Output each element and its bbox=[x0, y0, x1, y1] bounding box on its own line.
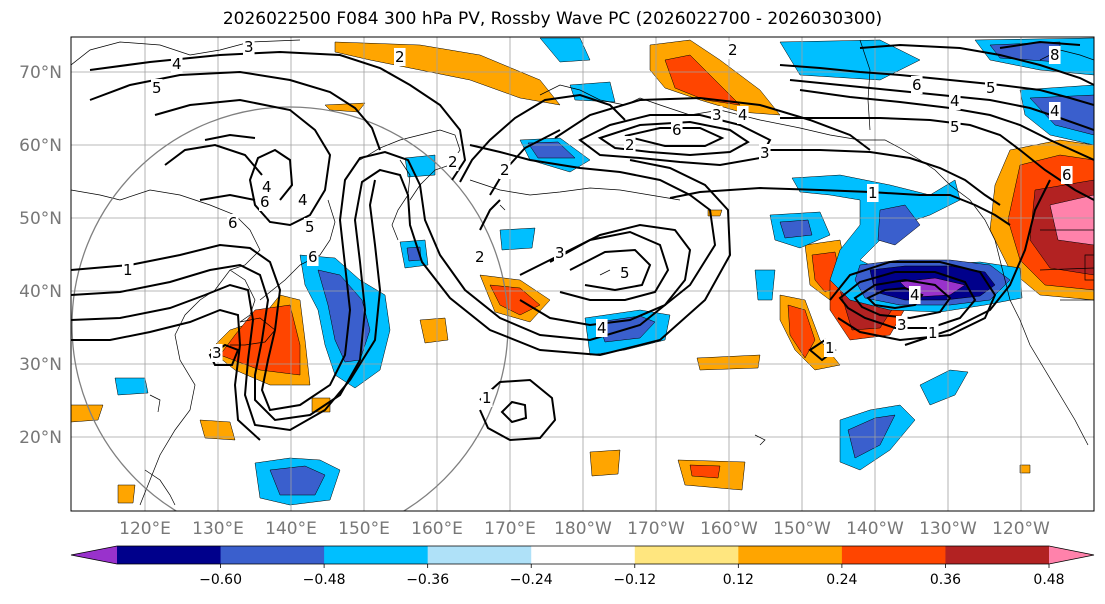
colorbar-tick-label: −0.12 bbox=[613, 572, 656, 588]
colorbar-extend-high bbox=[1049, 546, 1094, 564]
lon-label: 130°E bbox=[192, 519, 244, 539]
contour-label: 3 bbox=[897, 316, 907, 334]
lon-label: 170°E bbox=[484, 519, 536, 539]
contour-label: 5 bbox=[986, 79, 996, 97]
lat-label: 30°N bbox=[19, 355, 62, 375]
lon-label: 140°W bbox=[846, 519, 904, 539]
colorbar-tick-label: −0.60 bbox=[199, 572, 242, 588]
contour-label: 5 bbox=[620, 264, 630, 282]
contour-label: 1 bbox=[868, 184, 878, 202]
colorbar-segment bbox=[220, 546, 325, 564]
contour-label: 1 bbox=[928, 324, 938, 342]
contour-label: 2 bbox=[728, 41, 738, 59]
colorbar: −0.60 −0.48 −0.36 −0.24 −0.12 0.12 0.24 0.36 0.4… bbox=[70, 545, 1095, 588]
contour-label: 2 bbox=[500, 161, 510, 179]
contour-label: 4 bbox=[950, 92, 960, 110]
lat-label: 70°N bbox=[19, 63, 62, 83]
contour-label: 6 bbox=[228, 214, 238, 232]
colorbar-segment bbox=[945, 546, 1050, 564]
colorbar-tick-label: 0.48 bbox=[1033, 572, 1064, 588]
colorbar-extend-low bbox=[71, 546, 117, 564]
map-title: 2026022500 F084 300 hPa PV, Rossby Wave … bbox=[222, 9, 883, 29]
contour-label: 2 bbox=[475, 248, 485, 266]
contour-label: 6 bbox=[260, 193, 270, 211]
colorbar-segment bbox=[841, 546, 946, 564]
contour-label: 4 bbox=[738, 106, 748, 124]
contour-label: 6 bbox=[912, 76, 922, 94]
lat-label: 20°N bbox=[19, 428, 62, 448]
colorbar-tick-label: −0.24 bbox=[510, 572, 553, 588]
contour-label: 4 bbox=[298, 191, 308, 209]
colorbar-segment bbox=[531, 546, 636, 564]
contour-label: 4 bbox=[910, 286, 920, 304]
contour-label: 3 bbox=[244, 38, 254, 56]
lon-label: 150°E bbox=[338, 519, 390, 539]
contour-label: 4 bbox=[172, 55, 182, 73]
contour-label: 4 bbox=[262, 178, 272, 196]
colorbar-tick-label: 0.24 bbox=[826, 572, 857, 588]
colorbar-tick-label: 0.36 bbox=[930, 572, 961, 588]
colorbar-segment bbox=[117, 546, 222, 564]
contour-label: 6 bbox=[672, 121, 682, 139]
lat-label: 40°N bbox=[19, 282, 62, 302]
contour-label: 8 bbox=[1050, 46, 1060, 64]
contour-label: 5 bbox=[305, 218, 315, 236]
contour-label: 4 bbox=[1050, 102, 1060, 120]
lon-label: 130°W bbox=[919, 519, 977, 539]
contour-label: 3 bbox=[212, 344, 222, 362]
contour-label: 2 bbox=[448, 153, 458, 171]
colorbar-outline bbox=[70, 545, 1095, 565]
lat-label: 60°N bbox=[19, 136, 62, 156]
contour-label: 3 bbox=[555, 244, 565, 262]
pv-contours bbox=[71, 40, 1094, 442]
lon-label: 140°E bbox=[265, 519, 317, 539]
lon-label: 160°E bbox=[411, 519, 463, 539]
contour-label: 4 bbox=[597, 319, 607, 337]
map-border bbox=[70, 36, 1095, 512]
colorbar-tick-label: −0.36 bbox=[406, 572, 449, 588]
colorbar-segment bbox=[324, 546, 429, 564]
radius-circle bbox=[71, 106, 509, 511]
colorbar-segment bbox=[738, 546, 843, 564]
colorbar-segment bbox=[634, 546, 739, 564]
lon-label: 120°E bbox=[119, 519, 171, 539]
contour-label: 2 bbox=[625, 136, 635, 154]
contour-label: 6 bbox=[308, 248, 318, 266]
contour-label: 2 bbox=[395, 48, 405, 66]
contour-label: 5 bbox=[152, 79, 162, 97]
contour-label: 3 bbox=[712, 106, 722, 124]
lat-label: 50°N bbox=[19, 209, 62, 229]
contour-label: 5 bbox=[950, 118, 960, 136]
colorbar-tick-label: −0.48 bbox=[303, 572, 346, 588]
contour-label: 1 bbox=[825, 339, 835, 357]
contour-label: 6 bbox=[1062, 166, 1072, 184]
colorbar-segment bbox=[427, 546, 532, 564]
lon-label: 150°W bbox=[773, 519, 831, 539]
lon-label: 120°W bbox=[992, 519, 1050, 539]
lon-label: 180°W bbox=[554, 519, 612, 539]
lon-label: 160°W bbox=[700, 519, 758, 539]
latitude-labels: 70°N 60°N 50°N 40°N 30°N 20°N bbox=[19, 63, 62, 448]
contour-labels: 4 5 3 2 2 3 4 4 6 1 5 2 3 4 6 1 2 3 4 5 … bbox=[122, 38, 1073, 407]
contour-label: 3 bbox=[760, 144, 770, 162]
graticule bbox=[71, 37, 1094, 511]
lon-label: 170°W bbox=[627, 519, 685, 539]
longitude-labels: 120°E 130°E 140°E 150°E 160°E 170°E 180°… bbox=[119, 519, 1050, 539]
contour-label: 1 bbox=[482, 389, 492, 407]
contour-label: 1 bbox=[123, 261, 133, 279]
colorbar-tick-label: 0.12 bbox=[723, 572, 754, 588]
